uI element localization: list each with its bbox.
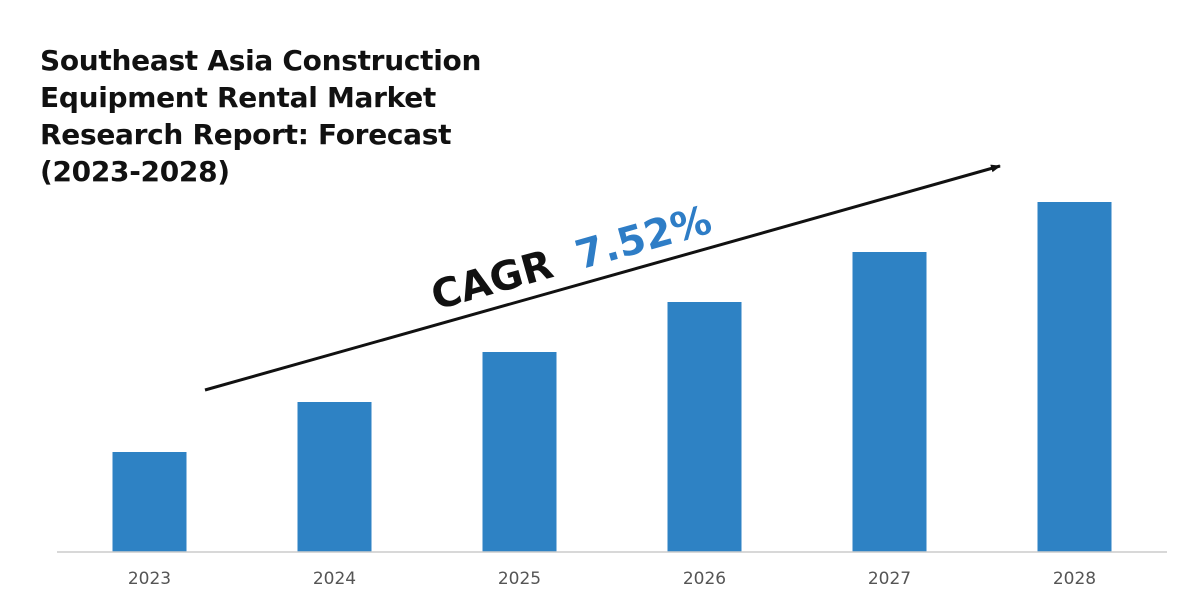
x-tick-label: 2023 bbox=[128, 569, 171, 589]
bar-2026 bbox=[667, 302, 742, 552]
x-tick-label: 2026 bbox=[683, 569, 726, 589]
chart-title: Southeast Asia Construction Equipment Re… bbox=[40, 44, 482, 188]
x-tick-label: 2024 bbox=[313, 569, 356, 589]
bar-2023 bbox=[112, 452, 187, 552]
bars-layer bbox=[112, 202, 1112, 552]
bar-2028 bbox=[1037, 202, 1112, 552]
x-axis-ticks: 2023 2024 2025 2026 2027 2028 bbox=[128, 569, 1096, 589]
x-tick-label: 2028 bbox=[1053, 569, 1096, 589]
x-tick-label: 2027 bbox=[868, 569, 911, 589]
bar-2025 bbox=[482, 352, 557, 552]
x-tick-label: 2025 bbox=[498, 569, 541, 589]
bar-2027 bbox=[852, 252, 927, 552]
cagr-trend-arrow bbox=[204, 164, 1001, 392]
bar-2024 bbox=[297, 402, 372, 552]
